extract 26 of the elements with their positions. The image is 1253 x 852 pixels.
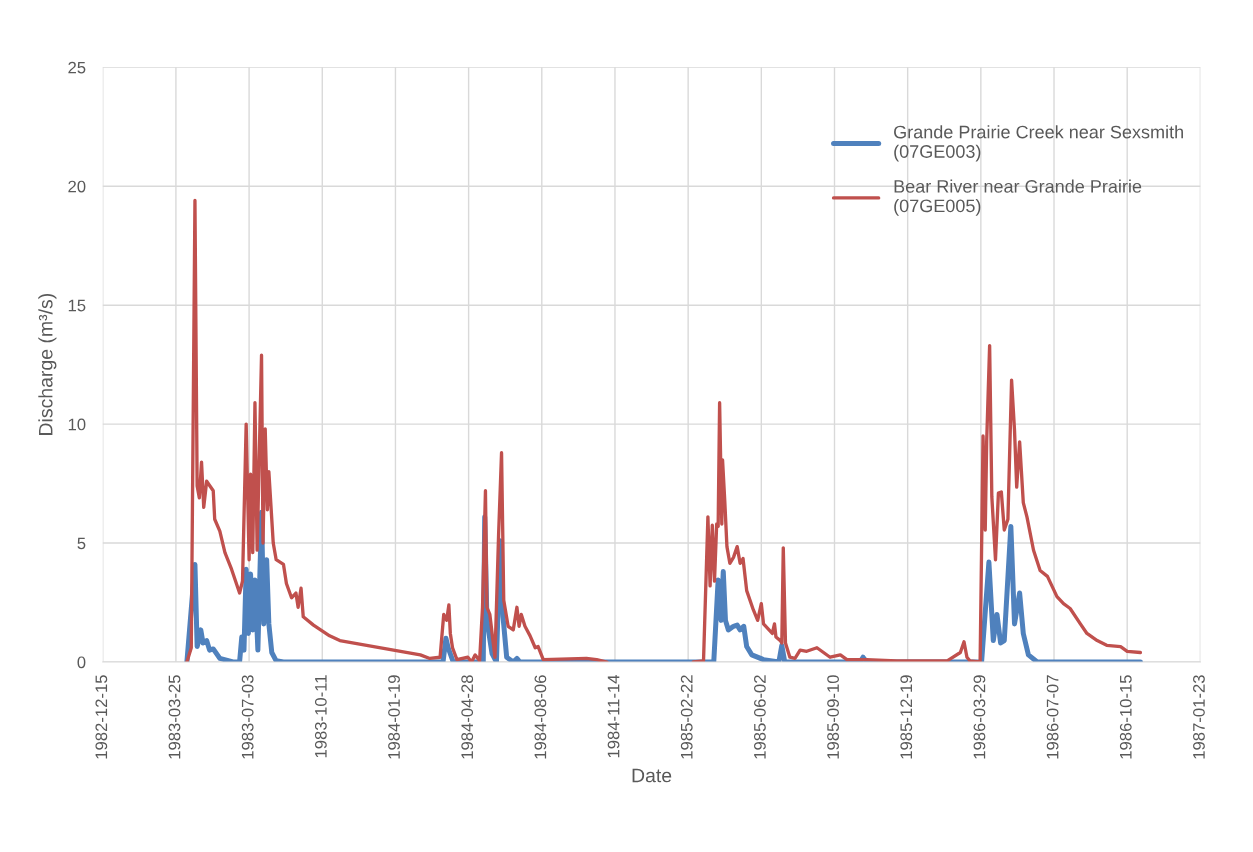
x-tick-label: 1982-12-15 [95,675,108,759]
x-tick-label: 1986-03-29 [973,675,986,759]
legend-label: Grande Prairie Creek near Sexsmith (07GE003) [894,125,1183,162]
x-tick-label: 1985-12-19 [900,675,913,759]
y-tick-label: 20 [68,180,86,193]
y-tick-label: 5 [77,537,86,550]
x-tick-label: 1986-07-07 [1046,675,1059,759]
x-tick-label: 1983-03-25 [168,675,181,759]
y-tick-label: 25 [68,61,86,74]
x-tick-label: 1983-07-03 [241,675,254,759]
y-tick-label: 15 [68,299,86,312]
y-tick-label: 10 [68,418,86,431]
x-tick-label: 1983-10-11 [314,675,327,758]
x-tick-label: 1985-06-02 [753,675,766,759]
x-tick-label: 1984-01-19 [388,675,400,759]
x-axis-title: Date [632,768,672,783]
y-axis-title: Discharge (m³/s) [38,294,57,435]
x-tick-label: 1984-08-06 [534,675,547,759]
legend-label: Bear River near Grande Prairie (07GE005) [894,179,1142,216]
x-tick-label: 1985-09-10 [827,675,839,759]
y-tick-label: 0 [77,656,86,669]
x-tick-label: 1984-11-14 [607,674,620,758]
x-tick-label: 1987-01-23 [1193,675,1205,759]
x-tick-label: 1984-04-28 [461,675,474,759]
x-tick-label: 1985-02-22 [680,675,693,759]
x-tick-label: 1986-10-15 [1119,675,1132,759]
